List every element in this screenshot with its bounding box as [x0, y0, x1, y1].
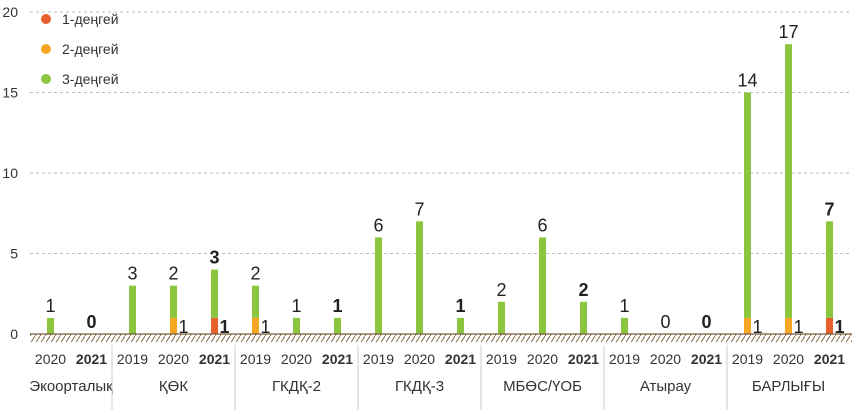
x-tick-label: 2021 — [814, 351, 845, 367]
x-tick-label: 2019 — [117, 351, 148, 367]
legend: 1-деңгей 2-деңгей 3-деңгей — [41, 11, 119, 87]
y-tick-label: 20 — [2, 4, 18, 20]
group-label: БАРЛЫҒЫ — [752, 378, 825, 395]
data-label: 1 — [45, 296, 55, 316]
x-tick-label: 2020 — [650, 351, 681, 367]
x-tick-label: 2019 — [240, 351, 271, 367]
group-label: ГКДҚ-2 — [272, 378, 321, 395]
bar-level3 — [539, 237, 546, 334]
legend-marker — [41, 44, 51, 54]
bar-level3 — [457, 317, 464, 334]
bar-level2 — [252, 317, 259, 334]
data-label: 3 — [209, 248, 219, 268]
data-label-side: 1 — [752, 317, 762, 337]
bar-level3 — [580, 301, 587, 334]
y-tick-label: 10 — [2, 165, 18, 181]
data-label: 14 — [737, 71, 757, 91]
bar-level3 — [252, 285, 259, 318]
bar-level3 — [498, 301, 505, 334]
data-label: 6 — [537, 215, 547, 235]
x-tick-label: 2021 — [445, 351, 476, 367]
data-label: 1 — [619, 296, 629, 316]
data-label: 2 — [250, 264, 260, 284]
legend-label: 2-деңгей — [62, 41, 119, 57]
data-label: 1 — [455, 296, 465, 316]
x-tick-label: 2021 — [76, 351, 107, 367]
bar-level3 — [416, 221, 423, 334]
bar-level1 — [211, 317, 218, 334]
bar-level3 — [170, 285, 177, 318]
y-tick-label: 0 — [10, 326, 18, 342]
x-tick-label: 2020 — [158, 351, 189, 367]
y-tick-label: 15 — [2, 85, 18, 101]
x-tick-label: 2020 — [773, 351, 804, 367]
data-label: 0 — [86, 312, 96, 332]
bar-level3 — [744, 92, 751, 318]
x-tick-label: 2019 — [732, 351, 763, 367]
x-tick-label: 2020 — [281, 351, 312, 367]
data-label-side: 1 — [219, 317, 229, 337]
data-label: 2 — [168, 264, 178, 284]
data-label: 1 — [291, 296, 301, 316]
bar-level3 — [375, 237, 382, 334]
bar-level2 — [170, 317, 177, 334]
legend-marker — [41, 14, 51, 24]
x-tick-label: 2020 — [35, 351, 66, 367]
bar-level3 — [211, 269, 218, 318]
data-label-side: 1 — [260, 317, 270, 337]
bar-level3 — [621, 317, 628, 334]
baseline-hatch — [30, 334, 852, 342]
group-label: МБӨС/ҮОБ — [503, 378, 582, 395]
x-axis: 2020 2021 2019 2020 2021 2019 2020 2021 2019 2020… — [29, 333, 852, 410]
x-tick-label: 2020 — [527, 351, 558, 367]
data-label-side: 1 — [834, 317, 844, 337]
data-label: 17 — [778, 22, 798, 42]
group-label: ГКДҚ-3 — [395, 378, 444, 395]
data-label: 2 — [496, 280, 506, 300]
x-tick-label: 2021 — [568, 351, 599, 367]
bar-level3 — [293, 317, 300, 334]
group-label: Атырау — [640, 378, 692, 395]
gridlines — [30, 11, 852, 254]
data-label: 3 — [127, 264, 137, 284]
x-tick-label: 2019 — [609, 351, 640, 367]
group-label: ҚӨК — [159, 378, 188, 395]
bar-level2 — [785, 317, 792, 334]
legend-label: 1-деңгей — [62, 11, 119, 27]
data-label: 7 — [824, 199, 834, 219]
x-tick-label: 2021 — [691, 351, 722, 367]
bars — [47, 44, 833, 334]
x-tick-label: 2019 — [363, 351, 394, 367]
legend-marker — [41, 74, 51, 84]
y-axis: 0 5 10 15 20 — [2, 4, 18, 342]
y-tick-label: 5 — [10, 246, 18, 262]
bar-level3 — [826, 221, 833, 318]
data-label: 7 — [414, 199, 424, 219]
x-tick-label: 2020 — [404, 351, 435, 367]
bar-level1 — [826, 317, 833, 334]
legend-label: 3-деңгей — [62, 71, 119, 87]
x-tick-label: 2021 — [199, 351, 230, 367]
data-label: 0 — [660, 312, 670, 332]
data-label-side: 1 — [178, 317, 188, 337]
bar-level3 — [129, 285, 136, 334]
data-label: 0 — [701, 312, 711, 332]
data-label: 2 — [578, 280, 588, 300]
data-label-side: 1 — [793, 317, 803, 337]
bar-level2 — [744, 317, 751, 334]
x-tick-label: 2019 — [486, 351, 517, 367]
data-label: 1 — [332, 296, 342, 316]
bar-level3 — [785, 44, 792, 318]
data-label: 6 — [373, 215, 383, 235]
group-label: Экоорталық — [29, 378, 113, 395]
bar-level3 — [47, 317, 54, 334]
bar-level3 — [334, 317, 341, 334]
x-tick-label: 2021 — [322, 351, 353, 367]
